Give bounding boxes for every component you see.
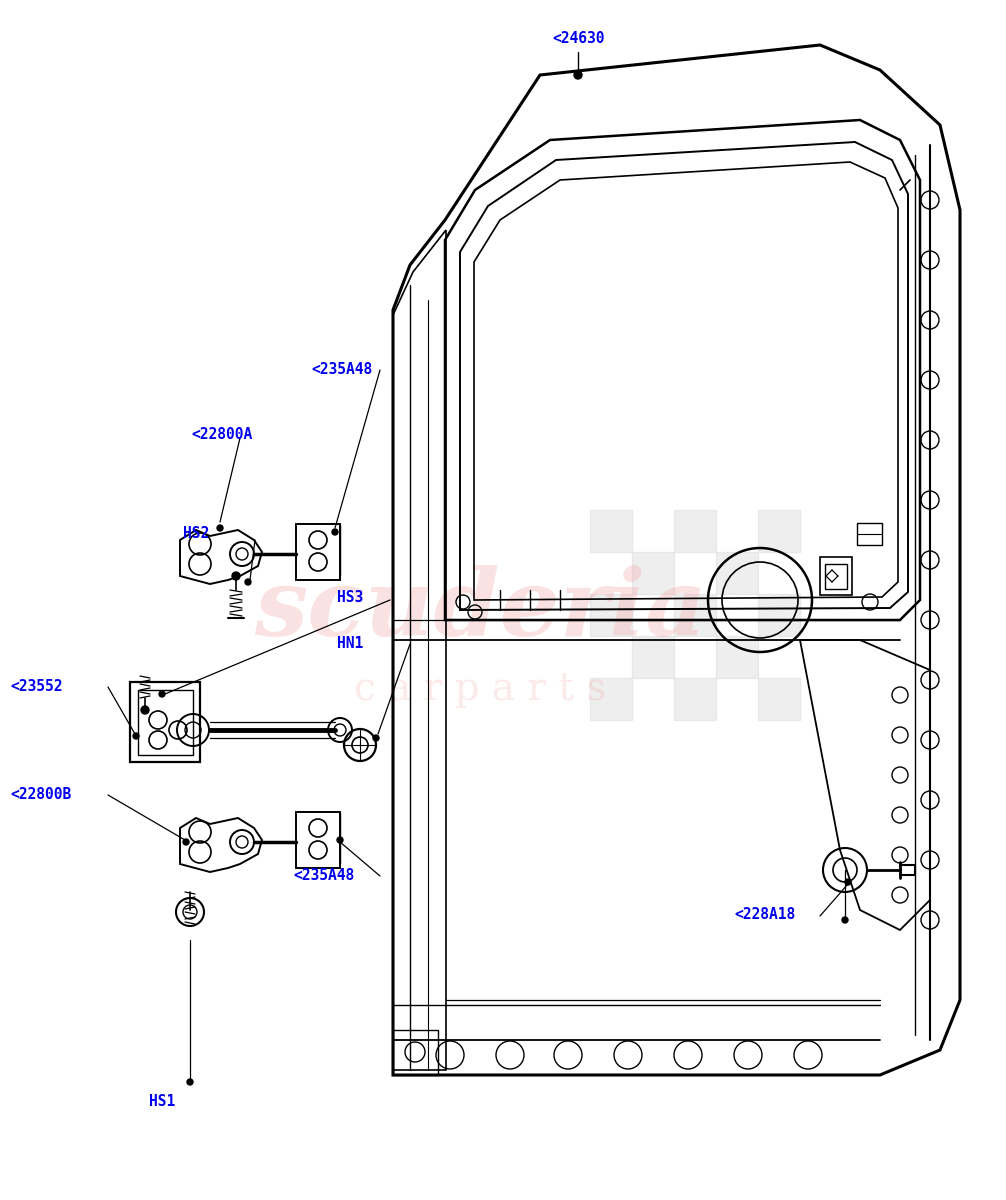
Bar bbox=[716, 552, 758, 594]
Text: <22800B: <22800B bbox=[10, 787, 71, 802]
Bar bbox=[296, 524, 340, 580]
Bar bbox=[296, 812, 340, 868]
Text: <235A48: <235A48 bbox=[294, 869, 355, 883]
Circle shape bbox=[187, 1079, 193, 1085]
Circle shape bbox=[159, 691, 165, 697]
Text: <23552: <23552 bbox=[10, 679, 62, 694]
Text: c a r p a r t s: c a r p a r t s bbox=[354, 672, 607, 708]
Text: HS2: HS2 bbox=[183, 527, 209, 541]
Bar bbox=[674, 510, 716, 552]
Bar bbox=[716, 636, 758, 678]
Circle shape bbox=[337, 838, 343, 842]
Circle shape bbox=[245, 578, 252, 584]
Bar bbox=[590, 510, 632, 552]
Bar bbox=[674, 594, 716, 636]
Circle shape bbox=[332, 529, 338, 535]
Bar bbox=[138, 690, 193, 755]
Circle shape bbox=[574, 71, 582, 79]
Text: <235A48: <235A48 bbox=[312, 362, 373, 377]
Text: HS3: HS3 bbox=[337, 590, 363, 605]
Bar bbox=[590, 594, 632, 636]
Bar bbox=[758, 510, 800, 552]
Text: <228A18: <228A18 bbox=[734, 907, 796, 922]
Circle shape bbox=[373, 734, 379, 740]
Circle shape bbox=[141, 706, 149, 714]
Circle shape bbox=[133, 733, 139, 739]
Circle shape bbox=[232, 572, 240, 580]
Bar bbox=[758, 678, 800, 720]
Text: <24630: <24630 bbox=[552, 31, 605, 46]
Bar bbox=[857, 523, 882, 545]
Text: scuderia: scuderia bbox=[254, 565, 706, 655]
Text: HS1: HS1 bbox=[149, 1094, 175, 1109]
Circle shape bbox=[183, 839, 189, 845]
Text: <22800A: <22800A bbox=[191, 427, 253, 442]
Text: HN1: HN1 bbox=[337, 636, 363, 650]
Circle shape bbox=[217, 526, 223, 530]
Bar bbox=[758, 594, 800, 636]
Bar bbox=[632, 552, 674, 594]
Bar bbox=[590, 678, 632, 720]
Bar bbox=[632, 636, 674, 678]
Bar bbox=[393, 1030, 438, 1075]
Bar bbox=[674, 678, 716, 720]
Circle shape bbox=[842, 917, 848, 923]
Bar bbox=[130, 682, 200, 762]
Bar bbox=[825, 564, 847, 589]
Circle shape bbox=[845, 878, 851, 886]
Bar bbox=[820, 557, 852, 595]
